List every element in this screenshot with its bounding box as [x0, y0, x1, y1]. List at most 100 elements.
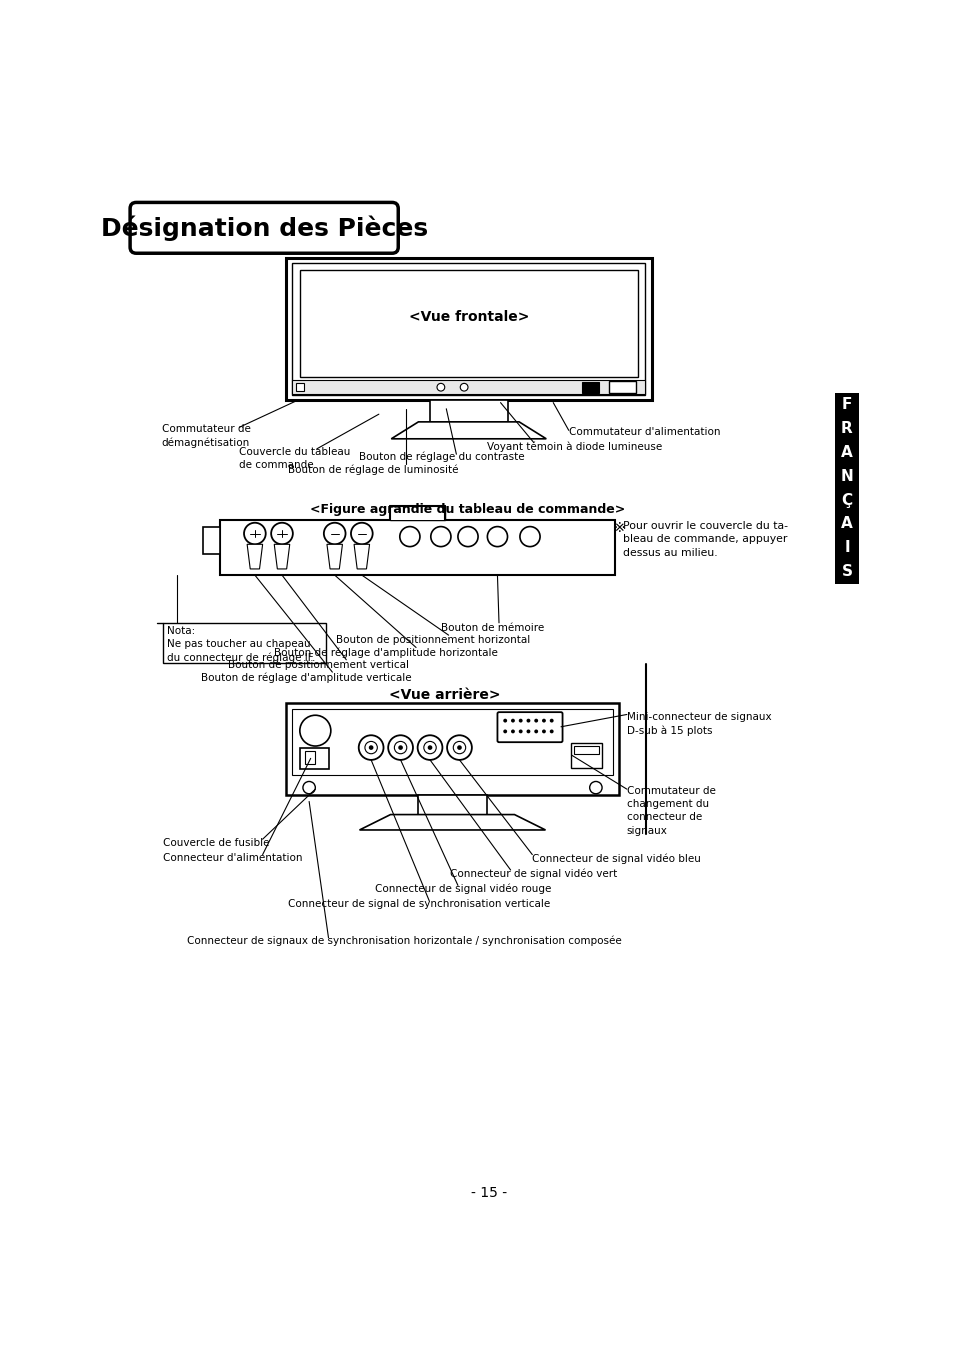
- Circle shape: [459, 384, 468, 391]
- Circle shape: [518, 729, 522, 734]
- Bar: [417, 795, 487, 814]
- Circle shape: [399, 526, 419, 546]
- Circle shape: [549, 729, 553, 734]
- Text: ※: ※: [613, 522, 624, 535]
- Text: Connecteur de signaux de synchronisation horizontale / synchronisation composée: Connecteur de signaux de synchronisation…: [187, 936, 621, 947]
- Circle shape: [541, 729, 545, 734]
- Text: Mini-connecteur de signaux
D-sub à 15 plots: Mini-connecteur de signaux D-sub à 15 pl…: [626, 712, 771, 736]
- Text: Bouton de réglage de luminosité: Bouton de réglage de luminosité: [288, 464, 458, 475]
- Bar: [163, 623, 326, 663]
- Circle shape: [271, 523, 293, 544]
- Bar: [835, 512, 858, 535]
- Circle shape: [511, 719, 515, 723]
- Text: Pour ouvrir le couvercle du ta-
bleau de commande, appuyer
dessus au milieu.: Pour ouvrir le couvercle du ta- bleau de…: [622, 522, 787, 557]
- Text: Désignation des Pièces: Désignation des Pièces: [100, 214, 427, 240]
- Polygon shape: [247, 544, 262, 570]
- Circle shape: [244, 523, 266, 544]
- Text: Commutateur de
changement du
connecteur de
signaux: Commutateur de changement du connecteur …: [626, 785, 715, 836]
- Circle shape: [526, 729, 530, 734]
- Bar: [835, 535, 858, 560]
- Text: Commutateur d'alimentation: Commutateur d'alimentation: [568, 428, 720, 437]
- Bar: [430, 400, 507, 422]
- Text: A: A: [841, 516, 852, 531]
- Text: Bouton de réglage du contraste: Bouton de réglage du contraste: [359, 452, 524, 463]
- Text: Bouton de positionnement horizontal: Bouton de positionnement horizontal: [335, 635, 530, 645]
- Text: Nota:
Ne pas toucher au chapeau
du connecteur de réglage IF.: Nota: Ne pas toucher au chapeau du conne…: [167, 626, 314, 663]
- Text: <Vue frontale>: <Vue frontale>: [408, 310, 528, 324]
- Text: Bouton de positionnement vertical: Bouton de positionnement vertical: [228, 660, 408, 669]
- Circle shape: [511, 729, 515, 734]
- Text: Couvercle de fusible: Couvercle de fusible: [163, 837, 270, 848]
- Polygon shape: [354, 544, 369, 570]
- Text: Bouton de mémoire: Bouton de mémoire: [440, 623, 543, 632]
- Text: F: F: [841, 398, 851, 413]
- Bar: [835, 464, 858, 488]
- Circle shape: [388, 735, 413, 759]
- Circle shape: [503, 729, 507, 734]
- Bar: [299, 270, 637, 377]
- FancyBboxPatch shape: [130, 202, 397, 253]
- Circle shape: [503, 719, 507, 723]
- Circle shape: [457, 526, 477, 546]
- Circle shape: [323, 523, 345, 544]
- Text: R: R: [841, 421, 852, 436]
- Circle shape: [541, 719, 545, 723]
- Bar: [835, 440, 858, 464]
- Circle shape: [518, 719, 522, 723]
- Polygon shape: [274, 544, 290, 570]
- Bar: [292, 709, 612, 775]
- Circle shape: [534, 729, 537, 734]
- Bar: [835, 392, 858, 417]
- Circle shape: [303, 781, 315, 794]
- Polygon shape: [391, 422, 546, 438]
- Bar: [574, 746, 598, 754]
- Circle shape: [427, 746, 432, 750]
- Bar: [203, 527, 220, 555]
- Bar: [571, 743, 601, 768]
- Circle shape: [589, 781, 601, 794]
- FancyBboxPatch shape: [497, 712, 562, 742]
- Bar: [292, 264, 645, 395]
- Text: <Figure agrandie du tableau de commande>: <Figure agrandie du tableau de commande>: [310, 503, 625, 516]
- Bar: [390, 505, 444, 520]
- Circle shape: [436, 384, 444, 391]
- Text: Connecteur de signal de synchronisation verticale: Connecteur de signal de synchronisation …: [288, 899, 550, 910]
- Text: <Vue arrière>: <Vue arrière>: [389, 687, 500, 702]
- Bar: [295, 384, 303, 391]
- Circle shape: [456, 746, 461, 750]
- Circle shape: [351, 523, 373, 544]
- Bar: [835, 417, 858, 440]
- Text: Connecteur de signal vidéo bleu: Connecteur de signal vidéo bleu: [532, 854, 700, 863]
- Text: Couvercle du tableau
de commande: Couvercle du tableau de commande: [239, 447, 351, 470]
- Text: Connecteur de signal vidéo rouge: Connecteur de signal vidéo rouge: [375, 884, 551, 895]
- Bar: [299, 747, 329, 769]
- Text: Ç: Ç: [841, 493, 852, 508]
- Circle shape: [369, 746, 373, 750]
- Circle shape: [534, 719, 537, 723]
- Circle shape: [358, 735, 383, 759]
- Circle shape: [423, 742, 436, 754]
- Bar: [390, 505, 444, 519]
- Circle shape: [394, 742, 406, 754]
- Text: Bouton de réglage d'amplitude horizontale: Bouton de réglage d'amplitude horizontal…: [274, 647, 497, 658]
- Text: Connecteur d'alimentation: Connecteur d'alimentation: [163, 854, 303, 863]
- Text: Commutateur de
démagnétisation: Commutateur de démagnétisation: [162, 425, 251, 448]
- Circle shape: [397, 746, 402, 750]
- Circle shape: [526, 719, 530, 723]
- Bar: [835, 560, 858, 583]
- Circle shape: [447, 735, 472, 759]
- Polygon shape: [327, 544, 342, 570]
- Circle shape: [417, 735, 442, 759]
- Circle shape: [487, 526, 507, 546]
- Bar: [220, 519, 615, 575]
- Bar: [581, 382, 598, 392]
- Circle shape: [365, 742, 377, 754]
- Bar: [305, 751, 314, 764]
- Text: I: I: [843, 541, 849, 555]
- Bar: [835, 488, 858, 512]
- Text: Bouton de réglage d'amplitude verticale: Bouton de réglage d'amplitude verticale: [200, 672, 411, 683]
- Circle shape: [549, 719, 553, 723]
- Text: Voyant témoin à diode lumineuse: Voyant témoin à diode lumineuse: [487, 441, 662, 452]
- Polygon shape: [359, 814, 545, 831]
- Text: Connecteur de signal vidéo vert: Connecteur de signal vidéo vert: [450, 869, 617, 878]
